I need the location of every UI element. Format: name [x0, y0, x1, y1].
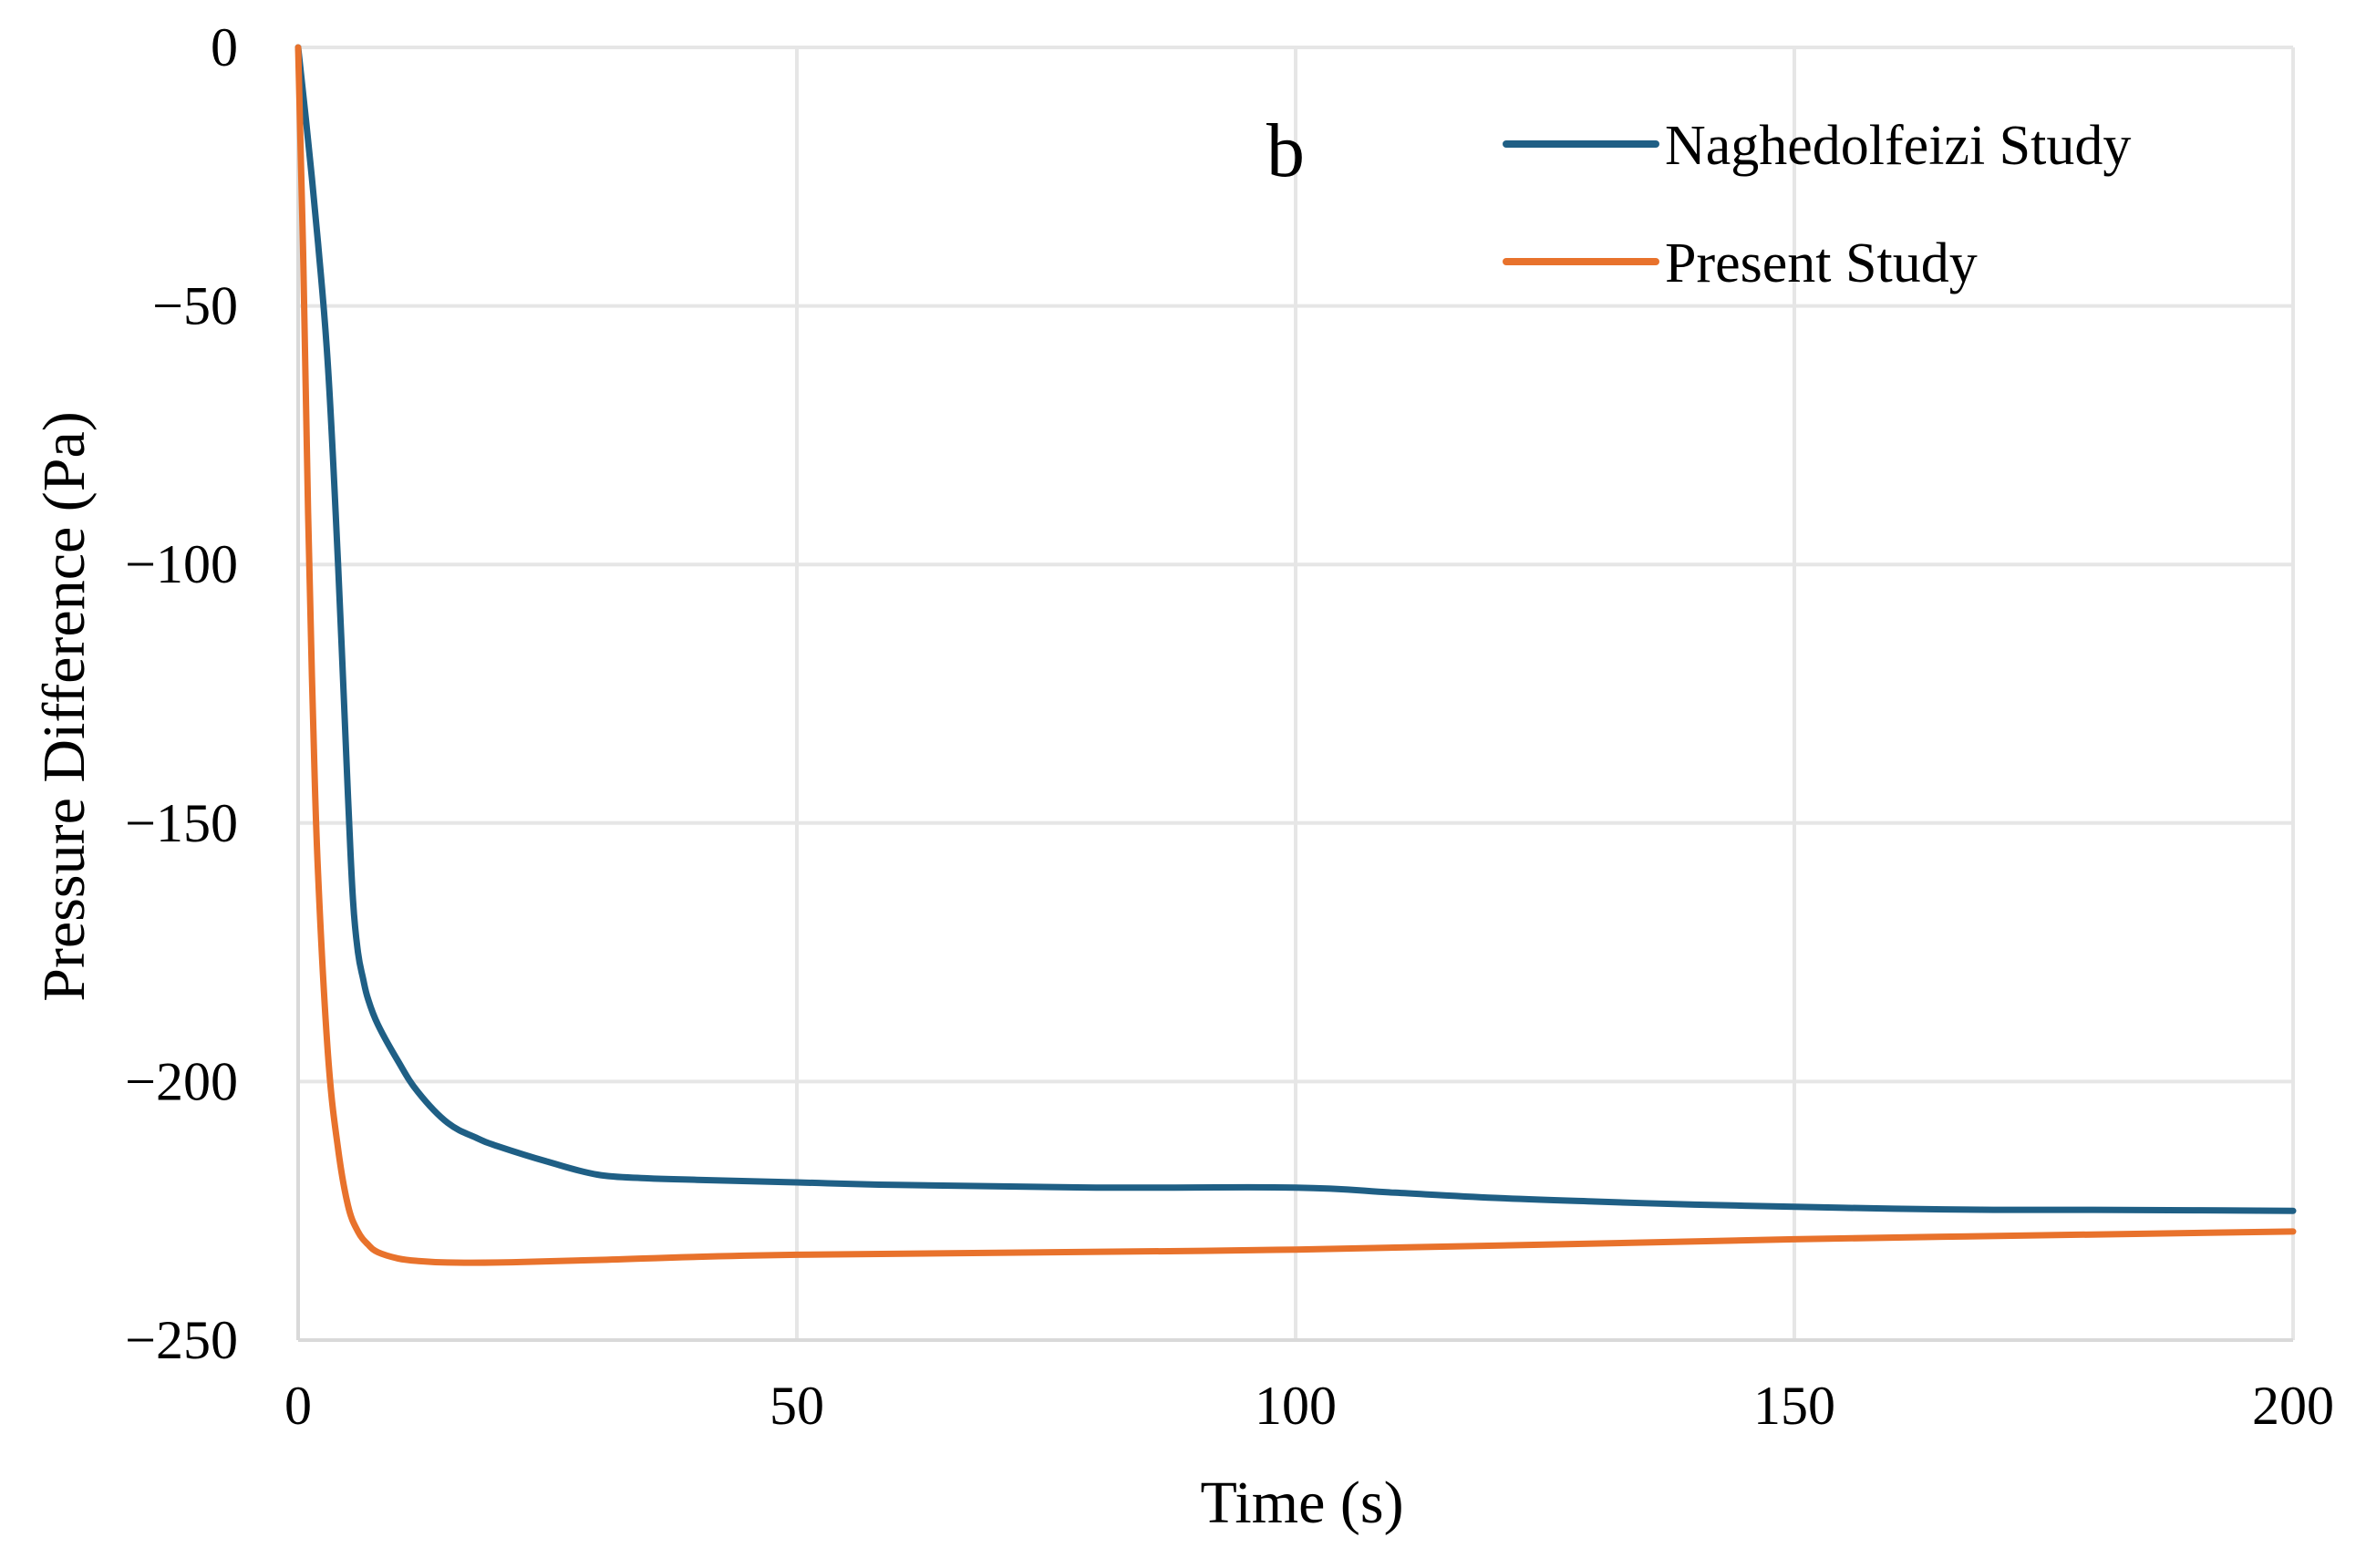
x-tick-label: 100: [1255, 1376, 1337, 1436]
y-tick-label: −150: [125, 793, 238, 853]
series-lines: [294, 44, 2297, 1266]
series-line-present: [294, 44, 2297, 1266]
y-tick-label: −50: [152, 276, 238, 336]
y-tick-label: −100: [125, 534, 238, 594]
axes: [296, 47, 2293, 1342]
x-tick-label: 150: [1753, 1376, 1835, 1436]
legend-label-naghedolfeizi: Naghedolfeizi Study: [1665, 115, 2131, 177]
legend: Naghedolfeizi Study Present Study: [1503, 115, 2131, 294]
x-tick-label: 200: [2252, 1376, 2334, 1436]
x-axis-title: Time (s): [1200, 1470, 1403, 1536]
grid: [298, 46, 2295, 1340]
legend-label-present: Present Study: [1665, 232, 1978, 294]
y-axis-title: Pressure Difference (Pa): [31, 411, 98, 1002]
series-line-naghedolfeizi: [294, 44, 2297, 1214]
x-tick-label: 50: [770, 1376, 824, 1436]
y-tick-label: 0: [211, 17, 238, 77]
tick-labels: 0 −50 −100 −150 −200 −250 0 50 100 150 200: [125, 17, 2334, 1436]
y-tick-label: −250: [125, 1310, 238, 1370]
y-tick-label: −200: [125, 1051, 238, 1111]
panel-label: b: [1266, 108, 1305, 193]
x-tick-label: 0: [284, 1376, 312, 1436]
